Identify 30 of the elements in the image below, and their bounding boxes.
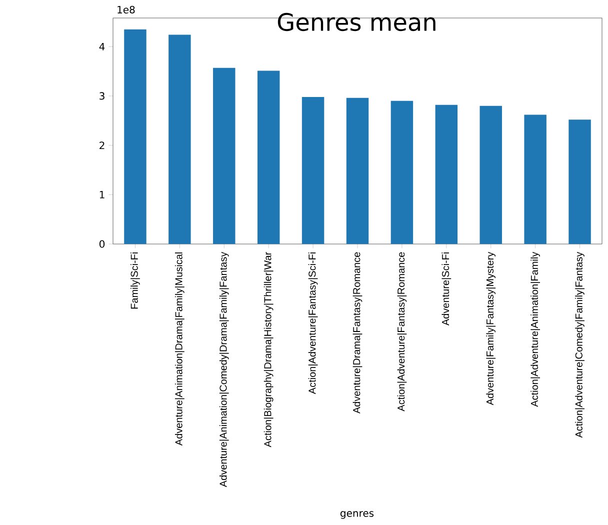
bar <box>302 96 324 244</box>
y-tick-label: 4 <box>99 42 105 50</box>
x-tick-label: Action|Adventure|Comedy|Family|Fantasy <box>575 252 584 438</box>
bar <box>480 106 502 244</box>
chart-title: Genres mean <box>278 12 436 32</box>
x-tick-label: Family|Sci-Fi <box>130 252 140 309</box>
y-tick-label: 3 <box>100 92 104 100</box>
bar <box>346 98 369 244</box>
x-tick-label: Adventure|Family|Fantasy|Mystery <box>486 252 496 406</box>
y-tick-label: 1 <box>100 191 104 198</box>
text: 1e8 <box>118 6 135 14</box>
y-tick-label: 2 <box>100 142 104 150</box>
x-tick-label: Adventure|Sci-Fi <box>442 252 452 326</box>
x-tick-label: Adventure|Drama|Fantasy|Romance <box>352 252 362 414</box>
x-tick-label: Action|Adventure|Fantasy|Romance <box>397 252 407 412</box>
bar <box>390 100 414 244</box>
bar <box>257 70 280 244</box>
x-axis-title: genres <box>340 511 374 519</box>
x-tick-label: Action|Adventure|Animation|Family <box>530 252 540 407</box>
y-tick-label: 0 <box>99 240 105 248</box>
bar <box>213 68 236 244</box>
x-tick-label: Adventure|Animation|Comedy|Drama|Family|Fantasy <box>219 252 229 488</box>
bar <box>435 104 458 244</box>
bar <box>568 120 591 244</box>
x-tick-label: Action|Biography|Drama|History|Thriller|War <box>264 252 274 448</box>
bar <box>524 114 546 244</box>
x-tick-label: Action|Adventure|Fantasy|Sci-Fi <box>308 252 318 394</box>
bar <box>168 34 191 244</box>
bar <box>124 29 146 244</box>
x-tick-label: Adventure|Animation|Drama|Family|Musical <box>175 252 184 446</box>
